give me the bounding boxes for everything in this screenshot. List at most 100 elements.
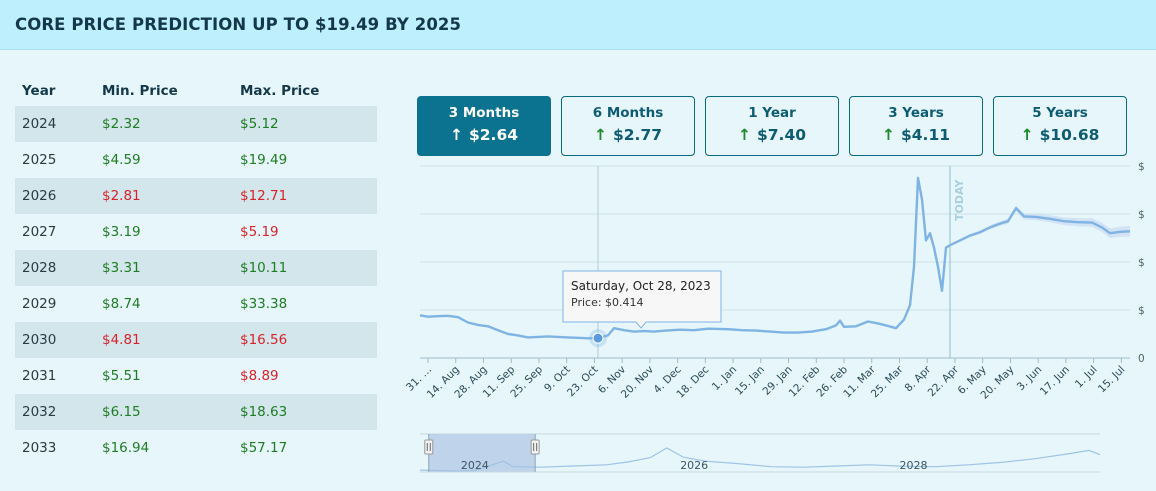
year-cell: 2028 (22, 260, 57, 276)
min-price-cell: $4.59 (102, 152, 141, 168)
year-cell: 2026 (22, 188, 57, 204)
table-row: 2031 $5.51 $8.89 (15, 358, 377, 394)
table-row: 2024 $2.32 $5.12 (15, 106, 377, 142)
x-tick-label: 22. Apr (926, 363, 962, 399)
tab-label: 5 Years (1032, 105, 1088, 121)
min-price-cell: $3.19 (102, 224, 141, 240)
year-cell: 2030 (22, 332, 57, 348)
max-price-cell: $8.89 (240, 368, 279, 384)
navigator-year-label: 2028 (900, 459, 928, 472)
navigator-selection[interactable] (428, 434, 536, 472)
tab-label: 3 Years (888, 105, 944, 121)
header-year: Year (22, 83, 56, 99)
tooltip-separator: : (598, 296, 605, 309)
max-price-cell: $19.49 (240, 152, 288, 168)
y-tick-label: $2 (1138, 257, 1145, 269)
table-header: Year Min. Price Max. Price (15, 72, 377, 106)
max-price-cell: $16.56 (240, 332, 288, 348)
tooltip-date: Saturday, Oct 28, 2023 (571, 279, 711, 293)
x-tick-label: 15. Jul (1096, 364, 1128, 396)
x-tick-label: 25. Mar (869, 363, 906, 400)
max-price-cell: $57.17 (240, 440, 288, 456)
tooltip-price-value: $0.414 (605, 296, 644, 309)
year-cell: 2031 (22, 368, 57, 384)
prediction-band (950, 205, 1130, 247)
min-price-cell: $4.81 (102, 332, 141, 348)
table-row: 2028 $3.31 $10.11 (15, 250, 377, 286)
tab-5-years[interactable]: 5 Years ↑ $10.68 (993, 96, 1127, 156)
tab-label: 1 Year (748, 105, 796, 121)
tab-1-year[interactable]: 1 Year ↑ $7.40 (705, 96, 839, 156)
table-row: 2029 $8.74 $33.38 (15, 286, 377, 322)
max-price-cell: $5.19 (240, 224, 279, 240)
tab-change-value: $10.68 (1039, 126, 1100, 144)
today-label: TODAY (953, 179, 966, 221)
header-max-price: Max. Price (240, 83, 320, 99)
min-price-cell: $16.94 (102, 440, 150, 456)
year-cell: 2024 (22, 116, 57, 132)
min-price-cell: $6.15 (102, 404, 141, 420)
table-row: 2027 $3.19 $5.19 (15, 214, 377, 250)
max-price-cell: $5.12 (240, 116, 279, 132)
price-table: Year Min. Price Max. Price 2024 $2.32 $5.1… (15, 72, 377, 466)
x-tick-label: 17. Jun (1038, 364, 1072, 398)
max-price-cell: $33.38 (240, 296, 288, 312)
tab-value: ↑ $10.68 (994, 126, 1126, 144)
x-tick-label: 23. Oct (565, 364, 600, 399)
hover-point[interactable] (592, 332, 604, 344)
tab-change-value: $2.77 (612, 126, 663, 144)
handle-body[interactable] (424, 439, 434, 455)
chart-navigator[interactable]: 2024 2026 2028 (405, 428, 1105, 478)
tab-change-value: $4.11 (900, 126, 951, 144)
y-tick-label: $1 (1138, 305, 1145, 317)
x-tick-label: 15. Jan (733, 364, 767, 398)
tooltip-price-label: Price (571, 296, 598, 309)
tab-change-value: $7.40 (756, 126, 807, 144)
year-cell: 2027 (22, 224, 57, 240)
tab-value: ↑ $2.64 (418, 126, 550, 144)
tab-label: 3 Months (448, 105, 520, 121)
year-cell: 2032 (22, 404, 57, 420)
table-row: 2032 $6.15 $18.63 (15, 394, 377, 430)
tab-label: 6 Months (592, 105, 664, 121)
year-cell: 2029 (22, 296, 57, 312)
timeframe-tabs: 3 Months ↑ $2.64 6 Months ↑ $2.77 1 Year ↑ $7.40… (417, 96, 1127, 156)
tooltip-price: Price: $0.414 (571, 296, 644, 309)
tab-3-months[interactable]: 3 Months ↑ $2.64 (417, 96, 551, 156)
tab-value: ↑ $2.77 (562, 126, 694, 144)
page-header: CORE PRICE PREDICTION UP TO $19.49 BY 20… (0, 0, 1156, 50)
max-price-cell: $18.63 (240, 404, 288, 420)
max-price-cell: $10.11 (240, 260, 288, 276)
table-row: 2030 $4.81 $16.56 (15, 322, 377, 358)
navigator-handle-right[interactable] (530, 439, 540, 455)
tab-3-years[interactable]: 3 Years ↑ $4.11 (849, 96, 983, 156)
page-title: CORE PRICE PREDICTION UP TO $19.49 BY 20… (15, 15, 462, 34)
arrow-up-icon: ↑ (881, 126, 895, 144)
min-price-cell: $8.74 (102, 296, 141, 312)
tab-value: ↑ $4.11 (850, 126, 982, 144)
navigator-year-label: 2026 (680, 459, 708, 472)
y-tick-label: $3 (1138, 209, 1145, 221)
arrow-up-icon: ↑ (737, 126, 751, 144)
max-price-cell: $12.71 (240, 188, 288, 204)
tab-change-value: $2.64 (468, 126, 519, 144)
navigator-line (419, 447, 1101, 472)
min-price-cell: $2.81 (102, 188, 141, 204)
navigator-handle-left[interactable] (424, 439, 434, 455)
prediction-line (949, 207, 1131, 247)
min-price-cell: $3.31 (102, 260, 141, 276)
year-cell: 2033 (22, 440, 57, 456)
tab-6-months[interactable]: 6 Months ↑ $2.77 (561, 96, 695, 156)
table-row: 2026 $2.81 $12.71 (15, 178, 377, 214)
y-tick-label: $4 (1138, 161, 1145, 173)
y-tick-label: 0 (1138, 353, 1145, 365)
arrow-up-icon: ↑ (1020, 126, 1034, 144)
tab-value: ↑ $7.40 (706, 126, 838, 144)
handle-body[interactable] (530, 439, 540, 455)
table-row: 2033 $16.94 $57.17 (15, 430, 377, 466)
header-min-price: Min. Price (102, 83, 178, 99)
table-row: 2025 $4.59 $19.49 (15, 142, 377, 178)
arrow-up-icon: ↑ (593, 126, 607, 144)
min-price-cell: $5.51 (102, 368, 141, 384)
